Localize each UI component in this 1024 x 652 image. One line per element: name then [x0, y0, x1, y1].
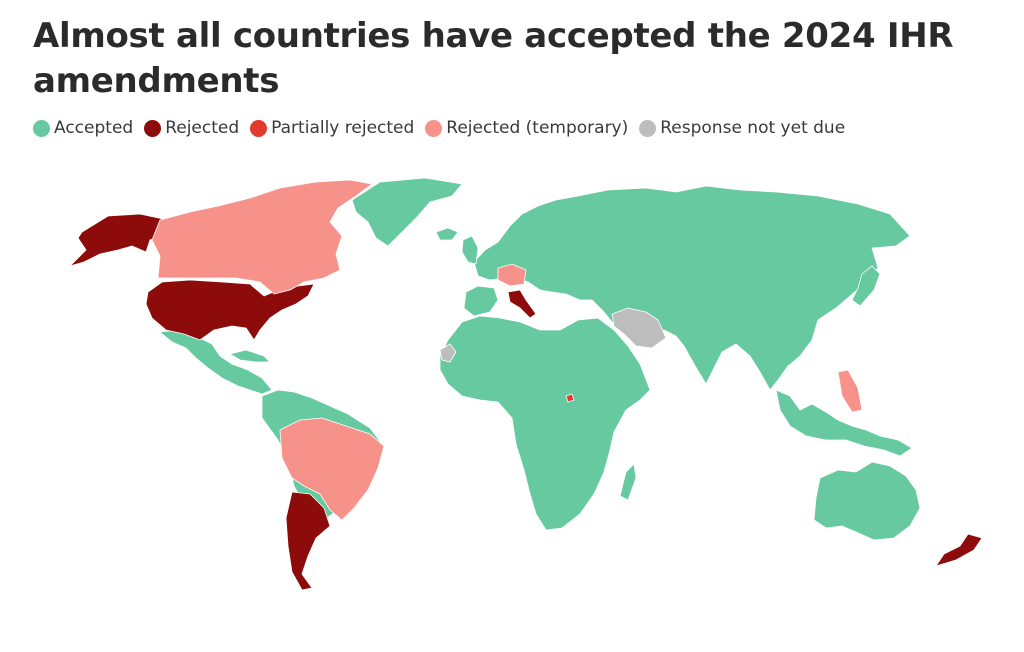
region-argentina [285, 491, 331, 591]
map-title: Almost all countries have accepted the 2… [33, 16, 954, 101]
legend-rejected-temporary: Rejected (temporary) [425, 118, 628, 138]
legend-label-rejected-temporary: Rejected (temporary) [446, 118, 629, 138]
accepted-regions [159, 177, 921, 541]
legend-label-rejected: Rejected [165, 118, 240, 138]
region-usa [145, 279, 315, 341]
legend-partially-rejected: Partially rejected [250, 118, 414, 138]
legend-label-accepted: Accepted [54, 118, 134, 138]
region-partial-marker [565, 393, 575, 403]
region-mexico-central-america [159, 329, 273, 395]
legend-swatch-partially-rejected [250, 119, 268, 137]
region-brazil [279, 417, 385, 521]
legend-rejected: Rejected [144, 118, 239, 138]
region-madagascar [619, 463, 637, 501]
region-central-europe [497, 263, 527, 287]
region-iran [611, 307, 667, 349]
legend-swatch-rejected [144, 119, 162, 137]
region-greenland [351, 177, 463, 247]
region-europe-russia-asia [473, 185, 911, 391]
rejected-temporary-regions [151, 179, 863, 521]
region-iceland [435, 227, 459, 241]
partially-rejected-regions [565, 393, 575, 403]
region-japan [851, 265, 881, 307]
not-yet-due-regions [439, 307, 667, 363]
region-australia [813, 461, 921, 541]
legend-not-yet-due: Response not yet due [639, 118, 845, 138]
region-italy [507, 289, 537, 319]
legend-swatch-accepted [33, 119, 50, 137]
legend-label-not-yet-due: Response not yet due [660, 118, 846, 138]
region-africa-arabia [439, 315, 651, 531]
region-southeast-asia [775, 389, 913, 457]
region-philippines [837, 369, 863, 413]
region-uk [461, 235, 479, 265]
region-cuba-caribbean [229, 349, 271, 363]
world-map [69, 177, 983, 591]
legend: Accepted Rejected Partially rejected Rej… [33, 118, 856, 138]
rejected-regions [69, 213, 983, 591]
legend-swatch-not-yet-due [639, 119, 657, 137]
region-western-sahara [439, 343, 457, 363]
region-new-zealand [935, 533, 983, 567]
legend-swatch-rejected-temporary [425, 119, 443, 137]
region-iberia [463, 285, 499, 317]
region-alaska [69, 213, 169, 267]
region-canada [151, 179, 373, 295]
legend-accepted: Accepted [33, 118, 133, 138]
legend-label-partially-rejected: Partially rejected [271, 118, 415, 138]
